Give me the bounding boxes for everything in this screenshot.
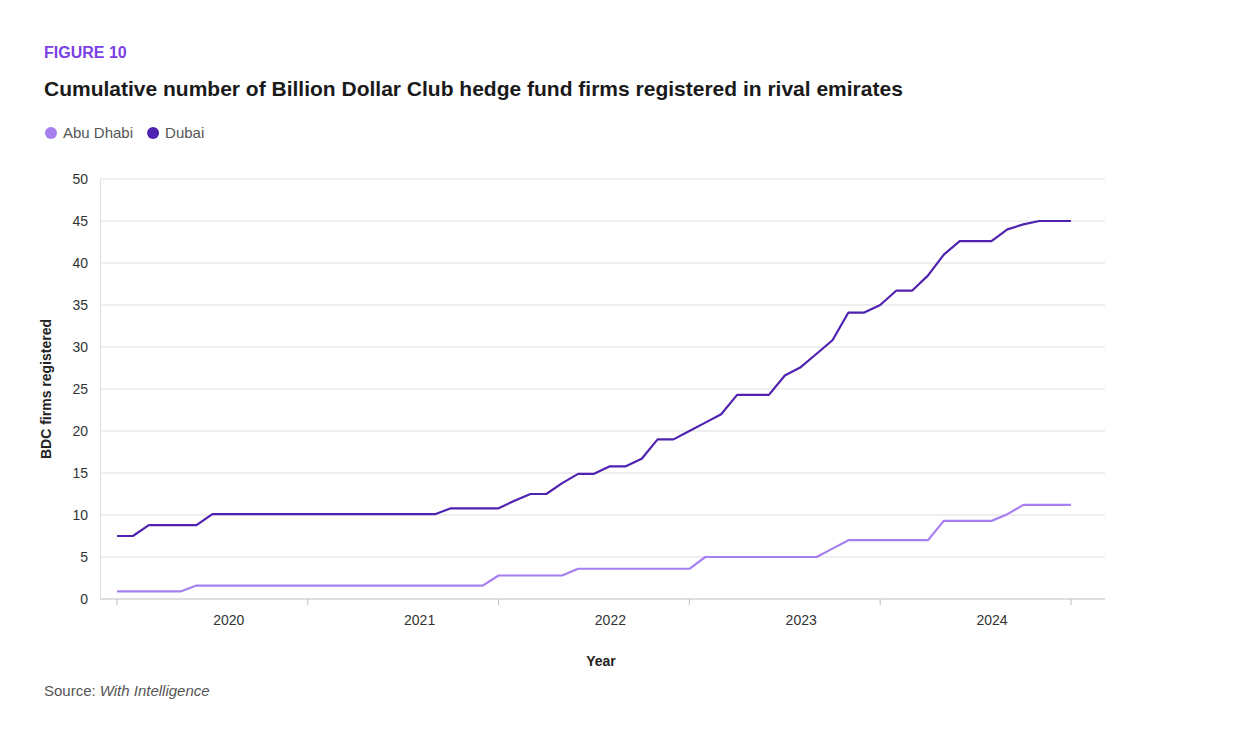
x-axis: 2020 2021 2022 2023 2024 [100,599,1105,628]
source-name: With Intelligence [100,682,210,699]
y-tick-label: 20 [72,423,88,439]
x-boundary-ticks [117,599,1071,605]
figure-label: FIGURE 10 [44,44,127,61]
plot-area [117,221,1071,591]
legend-label: Dubai [165,124,204,141]
legend-swatch [147,127,159,139]
y-tick: 0 [80,591,100,607]
y-tick: 5 [80,549,100,565]
legend-swatch [45,127,57,139]
x-boundary-tick [880,599,881,605]
y-tick: 40 [72,255,100,271]
chart: FIGURE 10 Cumulative number of Billion Do… [0,0,1246,746]
grid [100,179,1105,599]
x-tick-label: 2023 [786,612,817,628]
x-boundary-tick [498,599,499,605]
x-tick: 2023 [786,599,817,628]
y-tick-label: 10 [72,507,88,523]
y-tick-label: 5 [80,549,88,565]
y-tick: 25 [72,381,100,397]
x-axis-title: Year [586,653,616,669]
legend-label: Abu Dhabi [63,124,133,141]
y-tick-label: 15 [72,465,88,481]
y-tick-label: 0 [80,591,88,607]
y-tick-label: 25 [72,381,88,397]
legend: Abu Dhabi Dubai [45,124,204,141]
grid-line [100,431,1105,432]
y-tick: 35 [72,297,100,313]
y-tick-label: 40 [72,255,88,271]
grid-line [100,473,1105,474]
grid-line [100,347,1105,348]
source: Source:With Intelligence [44,682,210,699]
source-label: Source: [44,682,96,699]
title: Cumulative number of Billion Dollar Club… [44,77,903,100]
y-tick: 15 [72,465,100,481]
grid-line [100,599,1105,600]
y-tick-label: 50 [72,171,88,187]
x-tick: 2020 [213,599,244,628]
y-tick: 30 [72,339,100,355]
grid-line [100,179,1105,180]
grid-line [100,221,1105,222]
x-tick-label: 2020 [213,612,244,628]
y-axis: 0 5 10 15 20 25 30 35 40 45 50 [72,171,100,607]
y-tick-label: 45 [72,213,88,229]
x-tick: 2024 [976,599,1007,628]
y-tick: 50 [72,171,100,187]
y-axis-title: BDC firms registered [38,319,54,459]
x-tick-label: 2022 [595,612,626,628]
grid-line [100,263,1105,264]
x-boundary-tick [689,599,690,605]
x-tick: 2021 [404,599,435,628]
x-boundary-tick [1071,599,1072,605]
legend-item: Abu Dhabi [45,124,133,141]
line-series [117,505,1071,592]
x-axis-line [100,599,1105,600]
y-tick-label: 35 [72,297,88,313]
y-tick: 10 [72,507,100,523]
x-tick-label: 2024 [976,612,1007,628]
grid-line [100,557,1105,558]
x-boundary-tick [307,599,308,605]
x-tick-label: 2021 [404,612,435,628]
legend-item: Dubai [147,124,204,141]
grid-line [100,305,1105,306]
y-axis-line [100,180,101,600]
grid-line [100,389,1105,390]
line-series [117,221,1071,536]
y-tick: 45 [72,213,100,229]
x-boundary-tick [117,599,118,605]
y-tick-label: 30 [72,339,88,355]
x-tick: 2022 [595,599,626,628]
y-tick: 20 [72,423,100,439]
